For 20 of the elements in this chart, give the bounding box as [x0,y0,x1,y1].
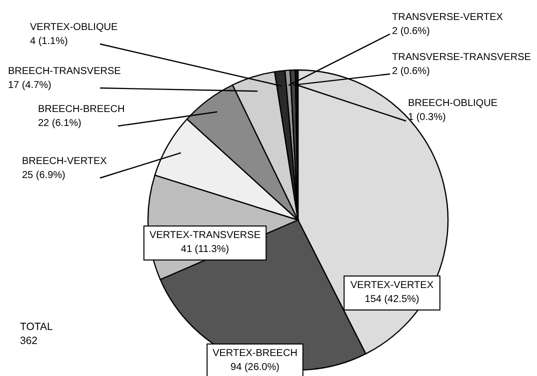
slice-label: VERTEX-TRANSVERSE [150,230,261,241]
slice-label: TRANSVERSE-VERTEX [392,12,504,23]
data-label: 154 (42.5%) [364,294,420,305]
data-label: 22 (6.1%) [38,118,82,129]
slice-label: BREECH-OBLIQUE [408,98,498,109]
slice-label: VERTEX-VERTEX [350,280,434,291]
data-label: 94 (26.0%) [230,362,280,373]
data-label: 17 (4.7%) [8,80,52,91]
slice-label: TRANSVERSE-TRANSVERSE [392,52,532,63]
data-label: 2 (0.6%) [392,66,430,77]
text: TOTAL 362 [20,321,54,347]
data-label: 2 (0.6%) [392,26,430,37]
data-label: 4 (1.1%) [30,36,68,47]
slice-label: VERTEX-BREECH [212,348,298,359]
slice-label: BREECH-VERTEX [22,156,108,167]
slice-label: BREECH-BREECH [38,104,125,115]
slice-label: VERTEX-OBLIQUE [30,22,118,33]
slice-label: BREECH-TRANSVERSE [8,66,122,77]
data-label: 25 (6.9%) [22,170,66,181]
data-label: 41 (11.3%) [180,244,230,255]
